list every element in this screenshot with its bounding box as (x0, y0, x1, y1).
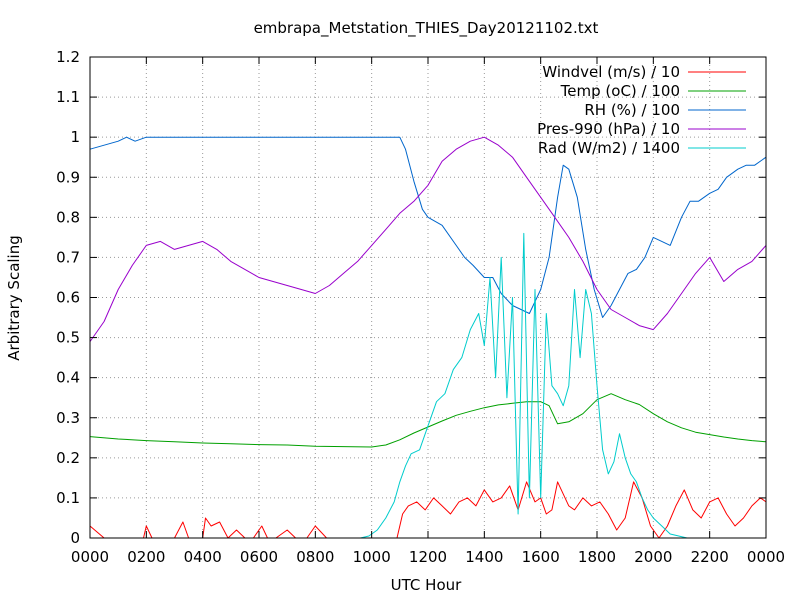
y-tick-label: 0.5 (56, 329, 80, 347)
legend-label: RH (%) / 100 (584, 101, 680, 119)
x-tick-label: 1800 (578, 548, 616, 566)
series-line-0 (89, 481, 767, 539)
legend-label: Rad (W/m2) / 1400 (538, 139, 680, 157)
series-line-4 (90, 232, 766, 539)
x-tick-label: 0000 (747, 548, 785, 566)
y-tick-label: 0.8 (56, 208, 80, 226)
x-tick-label: 0800 (296, 548, 334, 566)
legend-label: Temp (oC) / 100 (560, 82, 680, 100)
y-tick-label: 0.1 (56, 489, 80, 507)
x-tick-label: 0000 (71, 548, 109, 566)
x-axis-label: UTC Hour (391, 576, 462, 594)
series-line-3 (89, 136, 767, 342)
x-tick-label: 0600 (240, 548, 278, 566)
y-tick-label: 0.6 (56, 289, 80, 307)
x-tick-label: 2000 (634, 548, 672, 566)
y-tick-label: 0.2 (56, 449, 80, 467)
chart-title: embrapa_Metstation_THIES_Day20121102.txt (254, 19, 599, 38)
y-tick-label: 1.1 (56, 88, 80, 106)
x-tick-label: 1600 (522, 548, 560, 566)
y-tick-label: 0 (70, 529, 80, 547)
x-tick-label: 0200 (127, 548, 165, 566)
y-tick-label: 1.2 (56, 48, 80, 66)
series-lines (89, 136, 767, 539)
x-tick-label: 0400 (184, 548, 222, 566)
series-line-1 (89, 393, 767, 448)
y-axis-label: Arbitrary Scaling (5, 235, 23, 361)
y-tick-label: 1 (70, 128, 80, 146)
y-tick-label: 0.3 (56, 409, 80, 427)
x-tick-label: 1400 (465, 548, 503, 566)
y-tick-label: 0.9 (56, 168, 80, 186)
y-tick-label: 0.4 (56, 369, 80, 387)
legend-label: Windvel (m/s) / 10 (542, 63, 680, 81)
x-tick-label: 2200 (691, 548, 729, 566)
series-line-2 (89, 136, 767, 318)
x-tick-label: 1200 (409, 548, 447, 566)
x-tick-label: 1000 (353, 548, 391, 566)
legend-label: Pres-990 (hPa) / 10 (537, 120, 680, 138)
axis-ticks: 0 0.1 0.2 0.3 0.4 0.5 0.6 0.7 0.8 0.9 1 1.1 1.2 0000 0… (56, 48, 785, 566)
y-tick-label: 0.7 (56, 248, 80, 266)
